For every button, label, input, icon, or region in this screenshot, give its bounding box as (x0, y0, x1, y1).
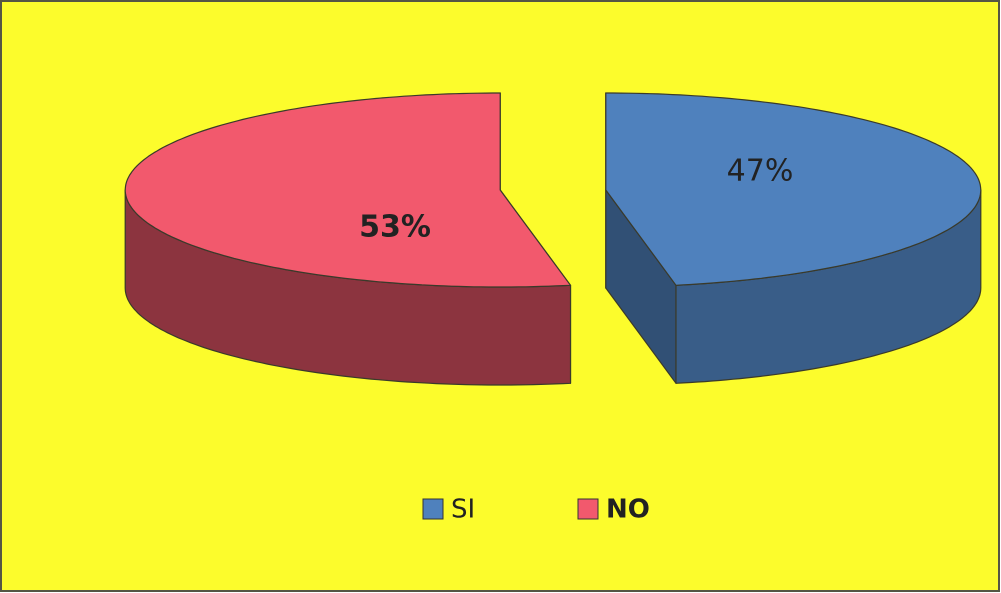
data-label: 53% (359, 210, 431, 245)
legend-label: SI (451, 495, 475, 525)
legend-swatch (422, 498, 444, 520)
legend-label: NO (606, 495, 650, 525)
data-label: 47% (727, 154, 794, 189)
slice-top (605, 92, 982, 286)
legend-swatch (577, 498, 599, 520)
slice-top (124, 92, 572, 288)
